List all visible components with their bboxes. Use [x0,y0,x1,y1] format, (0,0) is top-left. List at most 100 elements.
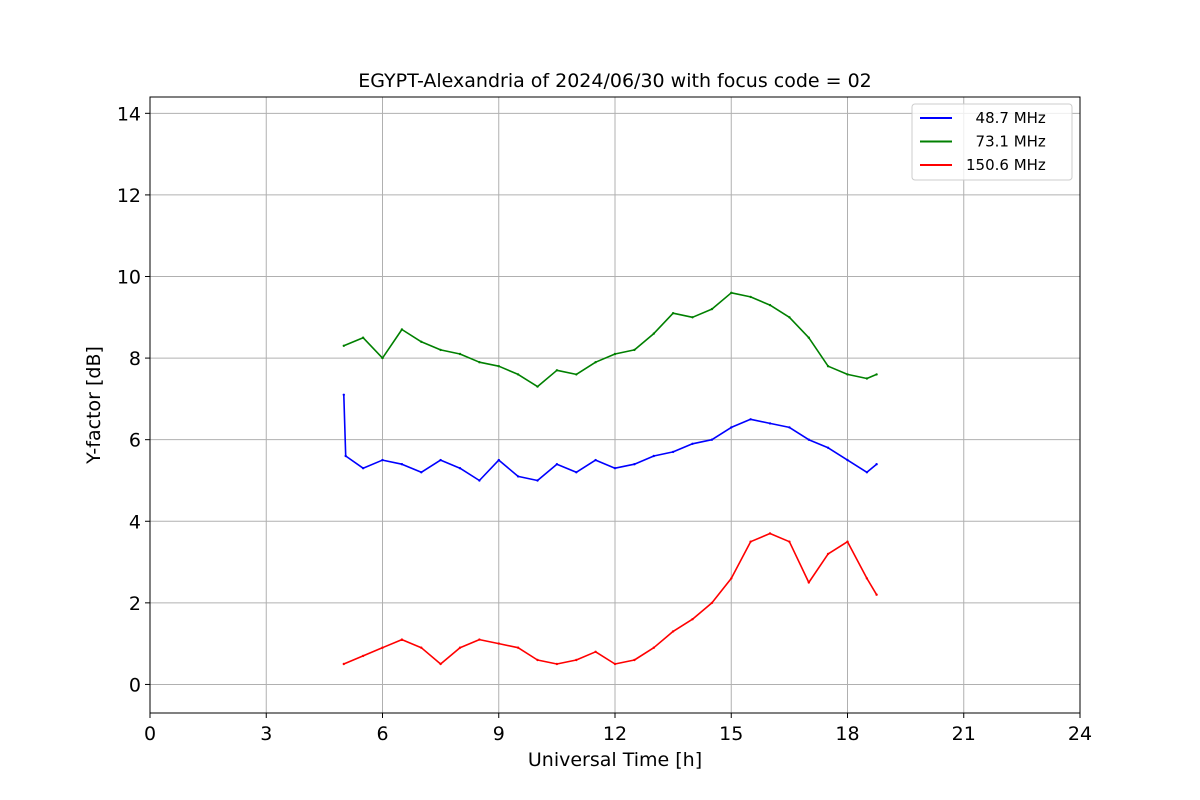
data-point [788,540,791,543]
y-tick-label: 10 [117,266,141,288]
data-point [652,454,655,458]
legend: 48.7 MHz 73.1 MHz 150.6 MHz [911,103,1073,181]
data-point [575,658,578,662]
data-point [381,458,384,462]
data-point [400,638,404,641]
data-point [710,307,714,311]
data-point [575,373,578,376]
data-point [439,348,442,352]
data-point [749,540,752,543]
data-point [594,458,597,462]
legend-box [911,103,1073,181]
y-tick-label: 14 [117,103,141,125]
data-point [342,344,345,347]
y-tick-label: 6 [129,430,141,452]
data-point [768,422,772,425]
data-point [768,303,772,307]
data-point [788,426,791,429]
data-point [691,316,694,319]
x-tick-label: 24 [1068,723,1092,745]
data-point [381,356,384,360]
data-point [826,552,830,556]
data-point [342,662,345,666]
data-point [875,593,878,596]
data-point [497,642,500,645]
data-point [730,426,733,429]
data-point [613,467,617,470]
data-point [478,479,481,482]
data-point [865,377,869,380]
data-point [497,365,500,368]
data-point [652,332,655,335]
data-point [749,418,752,421]
data-point [555,463,559,466]
data-point [865,471,869,474]
x-axis-label: Universal Time [h] [528,749,702,771]
data-point [420,646,423,649]
data-point [555,369,559,372]
data-point [671,312,675,315]
data-point [575,471,578,474]
data-point [361,467,365,470]
data-point [652,646,655,649]
data-point [691,442,694,445]
data-point [807,336,810,339]
data-point [478,638,481,641]
y-tick-label: 4 [129,511,141,533]
data-point [458,352,462,356]
data-point [807,581,810,584]
data-point [788,316,791,319]
data-point [691,618,694,621]
data-point [671,630,675,633]
data-point [807,438,810,441]
chart-title: EGYPT-Alexandria of 2024/06/30 with focu… [358,70,872,92]
x-tick-label: 0 [144,723,156,745]
data-point [710,601,714,605]
x-tick-label: 6 [376,723,388,745]
data-point [497,458,500,462]
data-point [768,532,772,535]
data-point [361,654,365,658]
y-tick-label: 8 [129,348,141,370]
data-point [865,577,869,580]
data-point [439,662,442,666]
x-tick-label: 18 [835,723,859,745]
legend-label: 150.6 MHz [966,156,1046,174]
data-point [710,438,714,441]
x-tick-label: 12 [603,723,627,745]
x-tick-label: 9 [493,723,505,745]
data-point [361,336,365,339]
data-point [875,463,878,466]
y-axis-label: Y-factor [dB] [83,346,105,465]
data-point [594,650,597,653]
data-point [555,662,559,666]
x-tick-label: 3 [260,723,272,745]
data-point [826,446,830,449]
data-point [439,458,442,462]
x-tick-label: 21 [952,723,976,745]
data-point [613,352,617,356]
data-point [846,540,849,543]
data-point [536,479,539,482]
data-point [594,361,597,364]
data-point [875,373,878,376]
data-point [536,658,539,662]
x-tick-label: 15 [719,723,743,745]
data-point [671,450,675,454]
data-point [613,662,617,666]
data-point [633,658,636,662]
y-tick-label: 12 [117,185,141,207]
data-point [400,328,404,331]
data-point [381,646,384,649]
data-point [536,385,539,388]
data-point [516,475,520,478]
data-point [846,458,849,462]
legend-label: 48.7 MHz [966,109,1046,127]
data-point [344,454,347,458]
data-point [400,463,404,466]
data-point [826,365,830,368]
data-point [420,471,423,474]
data-point [478,361,481,364]
data-point [730,291,733,294]
